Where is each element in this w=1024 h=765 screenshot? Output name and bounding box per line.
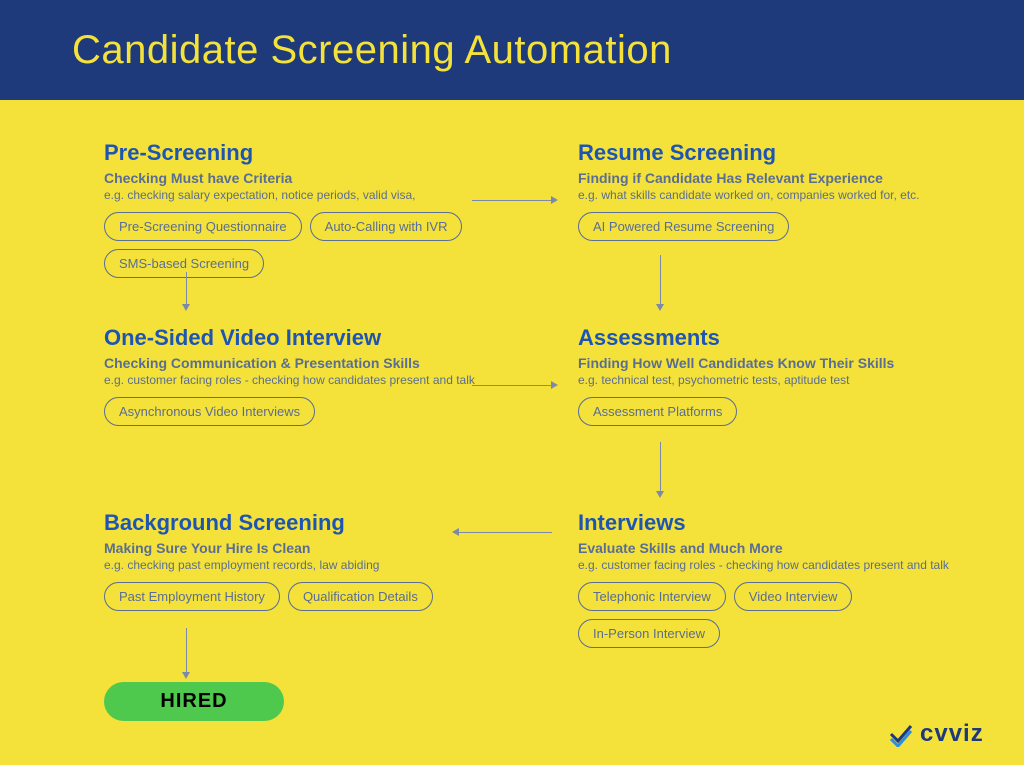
header-bar: Candidate Screening Automation xyxy=(0,0,1024,100)
method-pill: Telephonic Interview xyxy=(578,582,726,611)
stage-title: Background Screening xyxy=(104,510,433,536)
logo-text: cvviz xyxy=(920,720,984,748)
stage-example: e.g. customer facing roles - checking ho… xyxy=(578,558,958,572)
flow-arrow xyxy=(472,200,552,201)
pill-container: Telephonic Interview Video Interview In-Pe… xyxy=(578,582,958,648)
method-pill: Past Employment History xyxy=(104,582,280,611)
flow-arrow xyxy=(186,628,187,673)
stage-title: One-Sided Video Interview xyxy=(104,325,475,351)
method-pill: Qualification Details xyxy=(288,582,433,611)
method-pill: Auto-Calling with IVR xyxy=(310,212,463,241)
stage-example: e.g. checking past employment records, l… xyxy=(104,558,433,572)
method-pill: Video Interview xyxy=(734,582,853,611)
method-pill: Asynchronous Video Interviews xyxy=(104,397,315,426)
stage-example: e.g. customer facing roles - checking ho… xyxy=(104,373,475,387)
stage-title: Assessments xyxy=(578,325,894,351)
stage-subtitle: Evaluate Skills and Much More xyxy=(578,540,958,556)
pill-container: Asynchronous Video Interviews xyxy=(104,397,475,426)
stage-one-sided-video: One-Sided Video Interview Checking Commun… xyxy=(104,325,475,426)
page-title: Candidate Screening Automation xyxy=(72,28,672,73)
stage-example: e.g. technical test, psychometric tests,… xyxy=(578,373,894,387)
pill-container: AI Powered Resume Screening xyxy=(578,212,920,241)
stage-assessments: Assessments Finding How Well Candidates K… xyxy=(578,325,894,426)
pill-container: Past Employment History Qualification Det… xyxy=(104,582,433,611)
hired-label: HIRED xyxy=(160,690,227,712)
stage-subtitle: Finding How Well Candidates Know Their S… xyxy=(578,355,894,371)
pill-container: Pre-Screening Questionnaire Auto-Calling … xyxy=(104,212,484,278)
brand-logo: cvviz xyxy=(888,720,984,748)
flow-arrow xyxy=(660,442,661,492)
method-pill: Pre-Screening Questionnaire xyxy=(104,212,302,241)
stage-title: Resume Screening xyxy=(578,140,920,166)
flow-arrow xyxy=(660,255,661,305)
stage-background-screening: Background Screening Making Sure Your Hir… xyxy=(104,510,433,611)
stage-subtitle: Finding if Candidate Has Relevant Experi… xyxy=(578,170,920,186)
method-pill: In-Person Interview xyxy=(578,619,720,648)
logo-icon xyxy=(888,721,914,747)
pill-container: Assessment Platforms xyxy=(578,397,894,426)
infographic-root: Candidate Screening Automation HIRED cvv… xyxy=(0,0,1024,765)
stage-subtitle: Checking Communication & Presentation Sk… xyxy=(104,355,475,371)
flow-arrow xyxy=(458,532,552,533)
stage-example: e.g. checking salary expectation, notice… xyxy=(104,188,484,202)
method-pill: Assessment Platforms xyxy=(578,397,737,426)
method-pill: AI Powered Resume Screening xyxy=(578,212,789,241)
stage-example: e.g. what skills candidate worked on, co… xyxy=(578,188,920,202)
stage-title: Interviews xyxy=(578,510,958,536)
flow-arrow xyxy=(186,272,187,305)
stage-title: Pre-Screening xyxy=(104,140,484,166)
stage-subtitle: Making Sure Your Hire Is Clean xyxy=(104,540,433,556)
stage-subtitle: Checking Must have Criteria xyxy=(104,170,484,186)
stage-pre-screening: Pre-Screening Checking Must have Criteria… xyxy=(104,140,484,278)
stage-resume-screening: Resume Screening Finding if Candidate Has… xyxy=(578,140,920,241)
diagram-body: HIRED cvviz Pre-Screening Checking Must h… xyxy=(0,100,1024,765)
stage-interviews: Interviews Evaluate Skills and Much More e… xyxy=(578,510,958,648)
hired-badge: HIRED xyxy=(104,682,284,721)
method-pill: SMS-based Screening xyxy=(104,249,264,278)
flow-arrow xyxy=(472,385,552,386)
